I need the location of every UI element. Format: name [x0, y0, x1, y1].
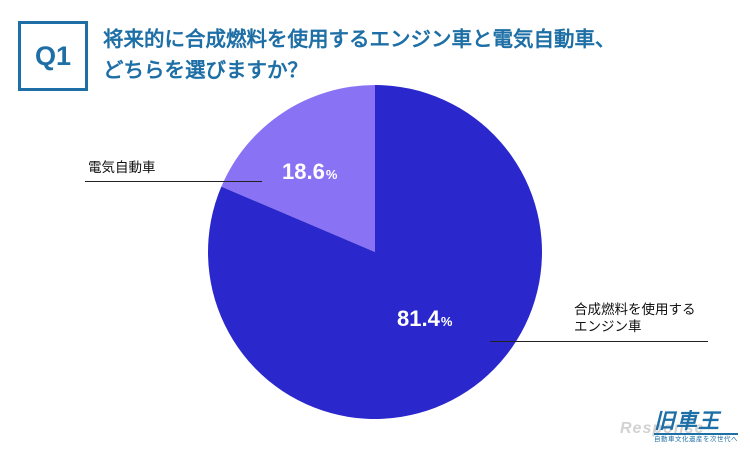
- slice-label-ev: 電気自動車: [88, 160, 156, 176]
- response-watermark: Response: [620, 420, 705, 437]
- question-title: 将来的に合成燃料を使用するエンジン車と電気自動車、 どちらを選びますか？: [103, 24, 733, 86]
- question-number-badge: Q1: [18, 21, 88, 91]
- slice-label-synfuel: 合成燃料を使用する エンジン車: [574, 302, 696, 336]
- data-label-ev-unit: %: [325, 167, 338, 182]
- data-label-ev: 18.6%: [282, 159, 337, 185]
- data-label-synfuel: 81.4%: [397, 306, 452, 332]
- slice-label-synfuel-line-2: エンジン車: [574, 319, 642, 335]
- data-label-synfuel-unit: %: [440, 314, 453, 329]
- question-line-1: 将来的に合成燃料を使用するエンジン車と電気自動車、: [103, 27, 616, 51]
- data-label-ev-value: 18.6: [282, 159, 325, 184]
- pie-slice-ev: [221, 85, 375, 252]
- pie-slices: [208, 85, 542, 419]
- pie-slice-synfuel: [208, 85, 542, 419]
- brand-logo: 旧車王 自動車文化遺産を次世代へ: [654, 410, 738, 444]
- brand-logo-text: 旧車王: [654, 410, 738, 435]
- question-number: Q1: [34, 40, 72, 71]
- question-line-2: どちらを選びますか？: [103, 58, 308, 82]
- brand-logo-tagline: 自動車文化遺産を次世代へ: [654, 435, 738, 443]
- leader-line-ev: [85, 181, 262, 182]
- slice-label-synfuel-line-1: 合成燃料を使用する: [574, 302, 696, 318]
- data-label-synfuel-value: 81.4: [397, 306, 440, 331]
- leader-line-synfuel: [490, 341, 708, 342]
